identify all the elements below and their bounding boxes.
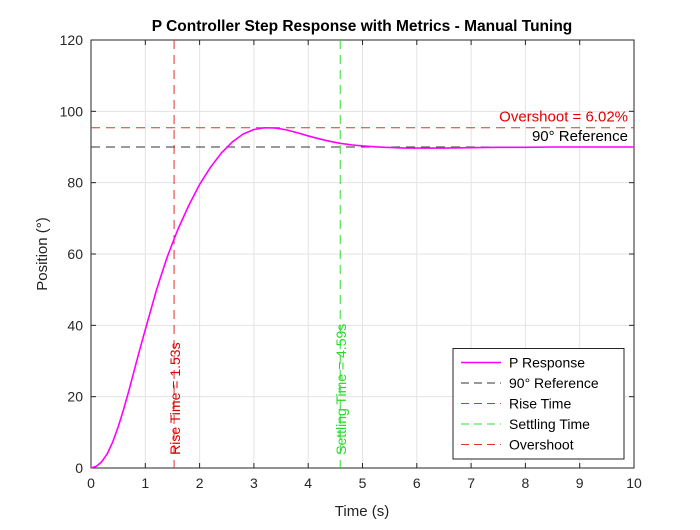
legend-label-overshoot: Overshoot — [509, 437, 574, 453]
x-tick-label: 9 — [576, 475, 584, 491]
x-tick-label: 2 — [196, 475, 204, 491]
y-tick-label: 120 — [60, 32, 84, 48]
x-tick-label: 5 — [359, 475, 367, 491]
annotation-overshoot-6-02: Overshoot = 6.02% — [499, 109, 628, 126]
annotation-90-reference: 90° Reference — [532, 128, 628, 145]
y-tick-label: 60 — [67, 246, 83, 262]
x-axis-label: Time (s) — [335, 503, 389, 520]
legend: P Response 90° Reference Rise Time Settling… — [452, 348, 625, 460]
x-tick-label: 1 — [141, 475, 149, 491]
y-tick-label: 40 — [67, 317, 83, 333]
legend-label-settling-time: Settling Time — [509, 416, 590, 432]
legend-label-90-reference: 90° Reference — [509, 375, 599, 391]
x-tick-label: 6 — [413, 475, 421, 491]
x-tick-label: 0 — [87, 475, 95, 491]
x-tick-label: 3 — [250, 475, 258, 491]
x-tick-label: 8 — [522, 475, 530, 491]
y-tick-label: 0 — [75, 460, 83, 476]
y-tick-label: 100 — [60, 103, 84, 119]
annotation-settling-time-4-59s: Settling Time = 4.59s — [333, 324, 349, 455]
legend-label-p-response: P Response — [509, 355, 585, 371]
x-tick-label: 7 — [467, 475, 475, 491]
y-tick-label: 80 — [67, 175, 83, 191]
response-curve — [90, 126, 634, 469]
legend-label-rise-time: Rise Time — [509, 396, 571, 412]
y-tick-label: 20 — [67, 389, 83, 405]
x-tick-label: 4 — [304, 475, 312, 491]
y-axis-label: Position (°) — [34, 217, 51, 291]
x-tick-label: 10 — [626, 475, 642, 491]
annotation-rise-time-1-53s: Rise Time = 1.53s — [167, 342, 183, 454]
chart-title: P Controller Step Response with Metrics … — [152, 18, 573, 35]
